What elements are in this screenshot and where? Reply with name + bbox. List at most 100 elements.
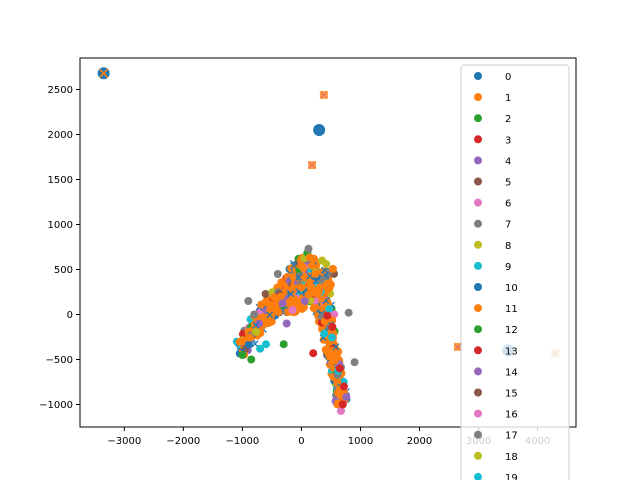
data-point <box>320 329 329 338</box>
data-point <box>350 358 359 367</box>
legend-marker <box>474 219 482 228</box>
data-point <box>235 337 244 346</box>
data-point <box>325 305 334 314</box>
legend-label: 6 <box>505 199 511 210</box>
plot-frame <box>79 57 577 428</box>
legend-label: 7 <box>505 220 511 231</box>
data-point <box>244 340 253 349</box>
legend-marker <box>474 304 482 313</box>
legend-marker <box>474 325 482 334</box>
x-tick-label: 2000 <box>407 436 432 447</box>
legend-marker <box>474 409 482 418</box>
data-point <box>327 333 336 342</box>
legend-marker <box>474 367 482 376</box>
data-point <box>322 260 331 269</box>
legend-marker <box>474 472 482 480</box>
legend-marker <box>474 93 482 102</box>
legend-label: 18 <box>505 452 518 463</box>
data-point <box>307 261 316 270</box>
data-point <box>339 382 348 391</box>
legend-label: 3 <box>505 135 511 146</box>
data-point <box>297 283 306 292</box>
legend-marker <box>474 135 482 144</box>
data-point <box>325 352 334 361</box>
data-point <box>323 311 332 320</box>
legend-marker <box>474 451 482 460</box>
data-point <box>320 266 328 274</box>
y-tick-label: −500 <box>46 355 73 366</box>
data-point <box>244 297 253 305</box>
legend-marker <box>474 177 482 186</box>
y-axis: −1000 −500 0 500 1000 1500 2000 2500 <box>39 85 80 411</box>
data-point <box>309 349 318 358</box>
data-point <box>336 407 345 416</box>
x-tick-label: 1000 <box>348 436 373 447</box>
legend-label: 5 <box>505 178 511 189</box>
data-point <box>326 280 335 289</box>
legend-label: 13 <box>505 346 518 357</box>
data-point <box>251 340 259 348</box>
data-point <box>332 343 340 351</box>
data-point <box>322 345 331 354</box>
data-point <box>288 306 297 314</box>
legend-label: 16 <box>505 410 518 421</box>
data-point <box>295 273 303 281</box>
data-point <box>247 355 256 364</box>
data-point <box>257 300 266 309</box>
x-tick-label: −3000 <box>107 436 141 447</box>
legend-label: 15 <box>505 389 518 400</box>
legend-marker <box>474 388 482 397</box>
data-point <box>300 297 309 306</box>
data-point <box>297 261 306 270</box>
legend-label: 0 <box>505 72 511 83</box>
data-point <box>328 322 337 331</box>
data-point <box>287 296 296 305</box>
data-point <box>309 288 318 297</box>
x-tick-label: 0 <box>298 436 304 447</box>
points-layer <box>232 244 359 416</box>
y-tick-label: 0 <box>67 310 73 321</box>
data-point <box>273 270 282 278</box>
legend-marker <box>474 283 482 291</box>
y-tick-label: 500 <box>54 265 73 276</box>
data-point <box>287 290 295 298</box>
legend-label: 2 <box>505 114 511 125</box>
data-point <box>299 303 308 312</box>
highlight-large-point <box>313 124 326 136</box>
legend-label: 9 <box>505 262 511 273</box>
data-point <box>252 327 261 336</box>
data-point <box>335 364 344 373</box>
legend-marker <box>474 198 482 207</box>
data-point <box>330 310 339 319</box>
legend-box <box>460 64 570 480</box>
data-point <box>262 340 270 349</box>
data-point <box>338 400 347 409</box>
highlight-x-marker <box>320 91 328 99</box>
data-point <box>252 321 260 329</box>
legend-marker <box>474 346 482 355</box>
legend-label: 4 <box>505 156 511 167</box>
data-point <box>266 311 274 319</box>
data-point <box>344 308 353 317</box>
y-tick-label: −1000 <box>39 400 73 411</box>
data-point <box>304 244 313 253</box>
y-tick-label: 1000 <box>48 220 73 231</box>
legend-marker <box>474 72 482 80</box>
data-point <box>342 392 351 401</box>
data-point <box>278 299 287 308</box>
legend-marker <box>474 240 482 249</box>
legend-marker <box>474 430 482 439</box>
legend-label: 10 <box>505 283 518 294</box>
data-point <box>245 333 254 342</box>
data-point <box>256 344 265 353</box>
data-point <box>289 273 298 282</box>
highlight-x-marker <box>308 161 316 169</box>
data-point <box>238 351 247 359</box>
data-point <box>309 304 318 313</box>
legend-label: 8 <box>505 241 511 252</box>
legend-label: 1 <box>505 93 511 104</box>
data-point <box>267 301 276 310</box>
data-point <box>328 264 337 273</box>
